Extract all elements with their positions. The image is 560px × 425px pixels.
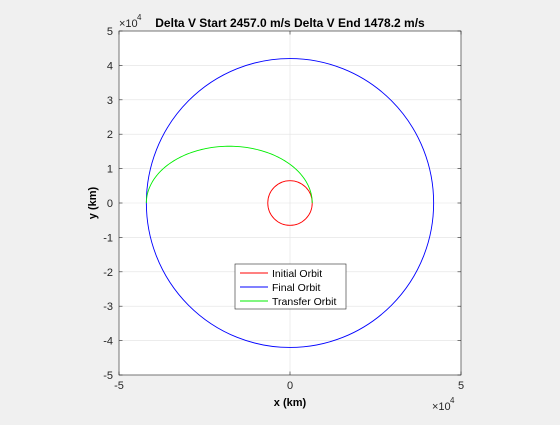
legend-item-final: Final Orbit bbox=[240, 282, 321, 294]
legend-item-transfer: Transfer Orbit bbox=[240, 296, 336, 308]
y-axis-label: y (km) bbox=[87, 186, 99, 219]
y-tick-label: -1 bbox=[103, 232, 113, 244]
y-tick-label: 0 bbox=[107, 198, 113, 210]
legend-label-transfer: Transfer Orbit bbox=[272, 296, 336, 308]
y-tick-label: -3 bbox=[103, 301, 113, 313]
legend-label-final: Final Orbit bbox=[272, 282, 321, 294]
x-exponent-label: ×10 4 bbox=[432, 396, 455, 413]
y-tick-label: -4 bbox=[103, 336, 113, 348]
chart-title: Delta V Start 2457.0 m/s Delta V End 147… bbox=[155, 16, 425, 30]
x-tick-label: -5 bbox=[114, 380, 124, 392]
series-line-transfer-orbit bbox=[145, 145, 313, 204]
legend-item-initial: Initial Orbit bbox=[240, 268, 322, 280]
y-tick-label: 2 bbox=[107, 129, 113, 141]
x-exponent-base: ×10 bbox=[432, 401, 451, 413]
y-tick-label: -5 bbox=[103, 370, 113, 382]
y-tick-label: 1 bbox=[107, 164, 113, 176]
legend: Initial Orbit Final Orbit Transfer Orbit bbox=[234, 263, 347, 310]
y-exponent-power: 4 bbox=[137, 13, 142, 22]
ticks: -5 0 5 -5 -4 -3 -2 -1 0 1 2 3 4 5 bbox=[103, 26, 464, 392]
y-tick-label: 5 bbox=[107, 26, 113, 38]
x-exponent-power: 4 bbox=[450, 396, 455, 405]
x-axis-label: x (km) bbox=[274, 397, 307, 409]
x-tick-label: 0 bbox=[287, 380, 293, 392]
y-exponent-base: ×10 bbox=[119, 18, 138, 30]
y-exponent-label: ×10 4 bbox=[119, 13, 142, 30]
y-tick-label: -2 bbox=[103, 267, 113, 279]
series-layer bbox=[145, 58, 435, 348]
y-tick-label: 4 bbox=[107, 60, 113, 72]
y-tick-label: 3 bbox=[107, 95, 113, 107]
legend-label-initial: Initial Orbit bbox=[272, 268, 322, 280]
x-tick-label: 5 bbox=[458, 380, 464, 392]
